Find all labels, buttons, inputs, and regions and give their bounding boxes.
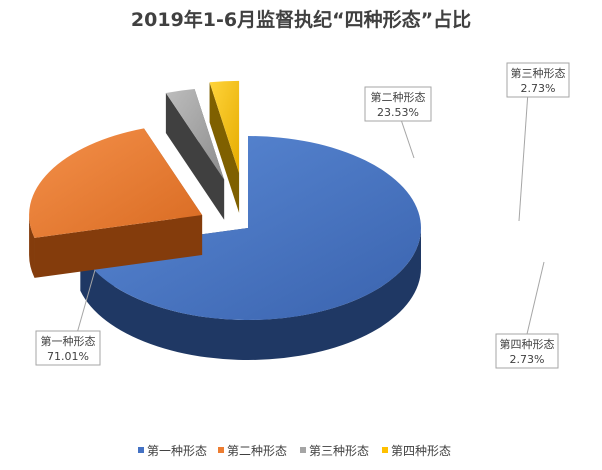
legend-item: 第二种形态 <box>218 444 287 458</box>
data-label-name: 第四种形态 <box>500 337 555 351</box>
legend-swatch <box>218 447 224 453</box>
legend-item: 第三种形态 <box>300 444 369 458</box>
legend-label: 第一种形态 <box>147 444 207 458</box>
pie-slice-wall <box>34 215 203 278</box>
legend-label: 第二种形态 <box>227 444 287 458</box>
pie-slice <box>165 89 225 220</box>
data-label-box <box>495 333 559 369</box>
data-label-value: 2.73% <box>521 82 556 95</box>
chart-title: 2019年1-6月监督执纪“四种形态”占比 <box>131 8 471 31</box>
data-label-box <box>364 86 432 122</box>
data-label-value: 2.73% <box>510 353 545 366</box>
data-label-value: 71.01% <box>47 350 89 363</box>
pie-slice-wall <box>165 93 225 220</box>
legend-swatch <box>300 447 306 453</box>
data-label-name: 第一种形态 <box>41 334 96 348</box>
legend: 第一种形态 第二种形态 第三种形态 第四种形态 <box>138 444 451 458</box>
legend-item: 第四种形态 <box>382 444 451 458</box>
pie-slice-side <box>80 228 421 360</box>
pie-slice-top <box>165 89 225 180</box>
legend-label: 第四种形态 <box>391 444 451 458</box>
data-label-name: 第二种形态 <box>371 90 426 104</box>
legend-swatch <box>382 447 388 453</box>
legend-item: 第一种形态 <box>138 444 207 458</box>
data-label-box <box>506 62 570 98</box>
pie-slice-wall <box>209 82 240 213</box>
pie-slices <box>29 80 422 360</box>
pie-slice-top <box>80 136 422 320</box>
pie-slice-top <box>209 80 240 173</box>
pie-slice <box>209 80 240 213</box>
data-labels: 第一种形态 71.01% 第二种形态 23.53% 第三种形态 2.73% 第四种形态 2.7… <box>35 62 570 369</box>
pie-slice-top <box>29 128 203 238</box>
data-label-value: 23.53% <box>377 106 419 119</box>
legend-swatch <box>138 447 144 453</box>
pie-slice-side <box>29 215 35 278</box>
pie-slice <box>29 128 203 278</box>
data-label-name: 第三种形态 <box>511 66 566 80</box>
data-label-box <box>35 330 101 366</box>
legend-label: 第三种形态 <box>309 444 369 458</box>
